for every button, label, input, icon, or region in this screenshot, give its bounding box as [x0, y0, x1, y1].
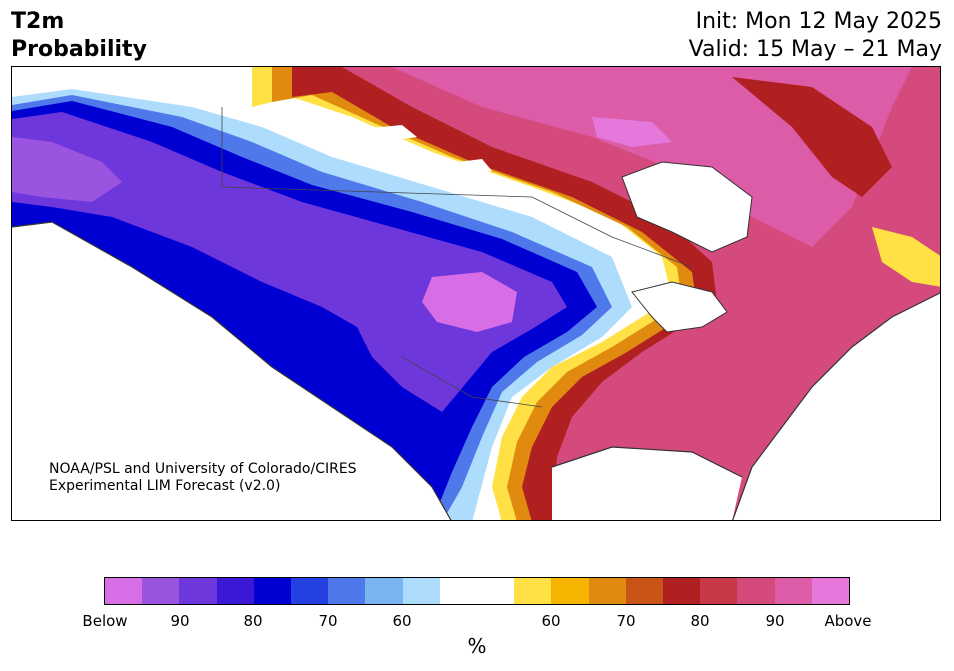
- colorbar-segment: [328, 578, 366, 604]
- forecast-map: NOAA/PSL and University of Colorado/CIRE…: [11, 66, 941, 521]
- atlantic-ocean: [732, 293, 940, 520]
- colorbar-segment: [774, 578, 812, 604]
- colorbar-tick-above-60: 60: [541, 612, 561, 630]
- colorbar-unit: %: [467, 634, 487, 658]
- product-label: Probability: [11, 37, 147, 62]
- init-date: Init: Mon 12 May 2025: [695, 9, 942, 34]
- below-extreme-region: [422, 272, 517, 332]
- coastline: [12, 221, 940, 520]
- colorbar-segment: [142, 578, 180, 604]
- colorbar-tick-above-80: 80: [690, 612, 710, 630]
- colorbar-tick-below-60: 60: [392, 612, 412, 630]
- colorbar-segment: [216, 578, 254, 604]
- below-90-region: [12, 112, 567, 412]
- date-block: Init: Mon 12 May 2025 Valid: 15 May – 21…: [689, 8, 942, 64]
- country-borders: [221, 107, 693, 408]
- colorbar-segment: [663, 578, 701, 604]
- colorbar-segment: [402, 578, 440, 604]
- colorbar-tick-above-90: 90: [765, 612, 785, 630]
- map-canvas: [12, 67, 940, 520]
- below-extreme-region-alaska: [12, 137, 122, 202]
- colorbar-segment: [477, 578, 515, 604]
- great-slave-lakes: [360, 125, 492, 177]
- colorbar-segment: [291, 578, 329, 604]
- colorbar-segment: [253, 578, 292, 604]
- great-lakes: [631, 281, 728, 333]
- credit-line-2: Experimental LIM Forecast (v2.0): [49, 478, 281, 494]
- credit-text: NOAA/PSL and University of Colorado/CIRE…: [49, 461, 357, 495]
- hudson-bay: [621, 161, 753, 253]
- pacific-ocean: [12, 222, 451, 520]
- northeast-red-region: [732, 77, 892, 197]
- colorbar-segment: [737, 578, 775, 604]
- colorbar-tick-below: Below: [82, 612, 128, 630]
- colorbar-segment: [514, 578, 552, 604]
- colorbar-tick-above-70: 70: [616, 612, 636, 630]
- colorbar-segment: [365, 578, 403, 604]
- colorbar-segment: [588, 578, 626, 604]
- colorbar-tick-below-70: 70: [318, 612, 338, 630]
- valid-range: Valid: 15 May – 21 May: [688, 37, 942, 62]
- colorbar-tick-below-90: 90: [170, 612, 190, 630]
- variable-label: T2m: [11, 9, 65, 34]
- credit-line-1: NOAA/PSL and University of Colorado/CIRE…: [49, 461, 357, 477]
- colorbar-segment: [439, 578, 478, 604]
- above-extreme-region-east: [592, 117, 672, 147]
- colorbar-segment: [179, 578, 217, 604]
- colorbar: [104, 577, 850, 605]
- northeast-yellow-region: [872, 227, 940, 287]
- colorbar-segment: [700, 578, 738, 604]
- colorbar-segment: [811, 578, 850, 604]
- colorbar-segment: [551, 578, 589, 604]
- colorbar-segment: [105, 578, 143, 604]
- title-block: T2m Probability: [11, 8, 147, 64]
- colorbar-segment: [625, 578, 664, 604]
- gulf-of-mexico: [552, 447, 742, 520]
- colorbar-tick-below-80: 80: [243, 612, 263, 630]
- colorbar-tick-above: Above: [824, 612, 872, 630]
